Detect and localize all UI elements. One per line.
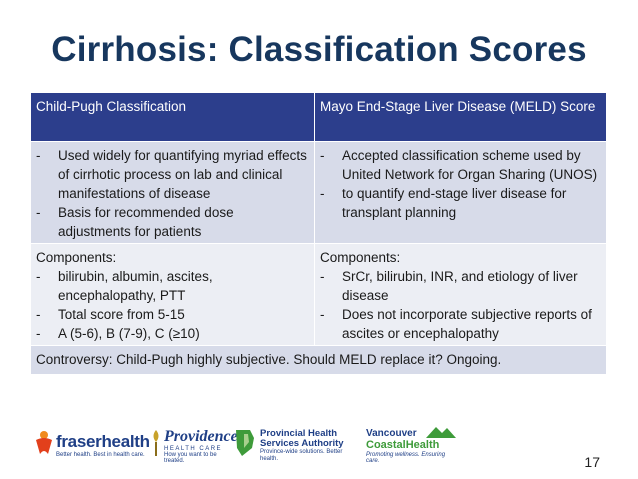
vch-logo: Vancouver CoastalHealth Promoting wellne… [366,427,456,464]
list-item: - Accepted classification scheme used by … [320,148,598,182]
components-label: Components: [320,250,401,265]
providence-sub: HEALTH CARE [164,446,223,452]
providence-name: Providence [164,428,238,445]
list-item: - to quantify end-stage liver disease for… [320,186,567,220]
header-meld: Mayo End-Stage Liver Disease (MELD) Scor… [314,92,607,142]
mountain-icon [426,427,456,438]
table-row-uses: - Used widely for quantifying myriad effe… [30,141,607,244]
components-label: Components: [36,250,117,265]
list-item: - Used widely for quantifying myriad effe… [36,148,307,201]
list-item: - Does not incorporate subjective reports… [320,307,592,341]
list-item: - Total score from 5-15 [36,307,185,322]
cell-child-pugh-components: Components: - bilirubin, albumin, ascites… [30,243,315,346]
fraser-health-name: fraserhealth [56,432,150,451]
list-item: - bilirubin, albumin, ascites, encephalop… [36,269,213,303]
phsa-line2: Services Authority [260,438,344,449]
controversy-cell: Controversy: Child-Pugh highly subjectiv… [30,345,607,375]
footer-logo-bar: fraserhealth Better health. Best in heal… [0,418,638,479]
vch-line2: CoastalHealth [366,439,440,451]
providence-tagline: How you want to be treated. [164,452,217,464]
header-child-pugh: Child-Pugh Classification [30,92,315,142]
vch-tagline: Promoting wellness. Ensuring care. [366,452,446,464]
cell-child-pugh-uses: - Used widely for quantifying myriad effe… [30,141,315,244]
phsa-tagline: Province-wide solutions. Better health. [260,449,343,462]
slide-title: Cirrhosis: Classification Scores [51,30,587,69]
list-item: -A (5-6), B (7-9), C (≥10) [36,326,200,341]
table-header-row: Child-Pugh Classification Mayo End-Stage… [30,92,607,142]
list-item: - SrCr, bilirubin, INR, and etiology of l… [320,269,578,303]
providence-mark-icon [153,430,159,456]
list-item: - Basis for recommended dose adjustments … [36,205,234,239]
fraser-health-tagline: Better health. Best in health care. [56,452,145,458]
cell-meld-components: Components: - SrCr, bilirubin, INR, and e… [314,243,607,346]
table-row-components: Components: - bilirubin, albumin, ascites… [30,243,607,346]
comparison-table: Child-Pugh Classification Mayo End-Stage… [30,92,607,375]
phsa-line1: Provincial Health [260,428,338,439]
vch-line1: Vancouver [366,428,417,439]
page-number: 17 [584,454,600,470]
cell-meld-uses: - Accepted classification scheme used by … [314,141,607,244]
table-row-controversy: Controversy: Child-Pugh highly subjectiv… [30,345,607,375]
bc-map-icon [236,430,254,456]
fraser-health-mark-icon [36,431,52,454]
